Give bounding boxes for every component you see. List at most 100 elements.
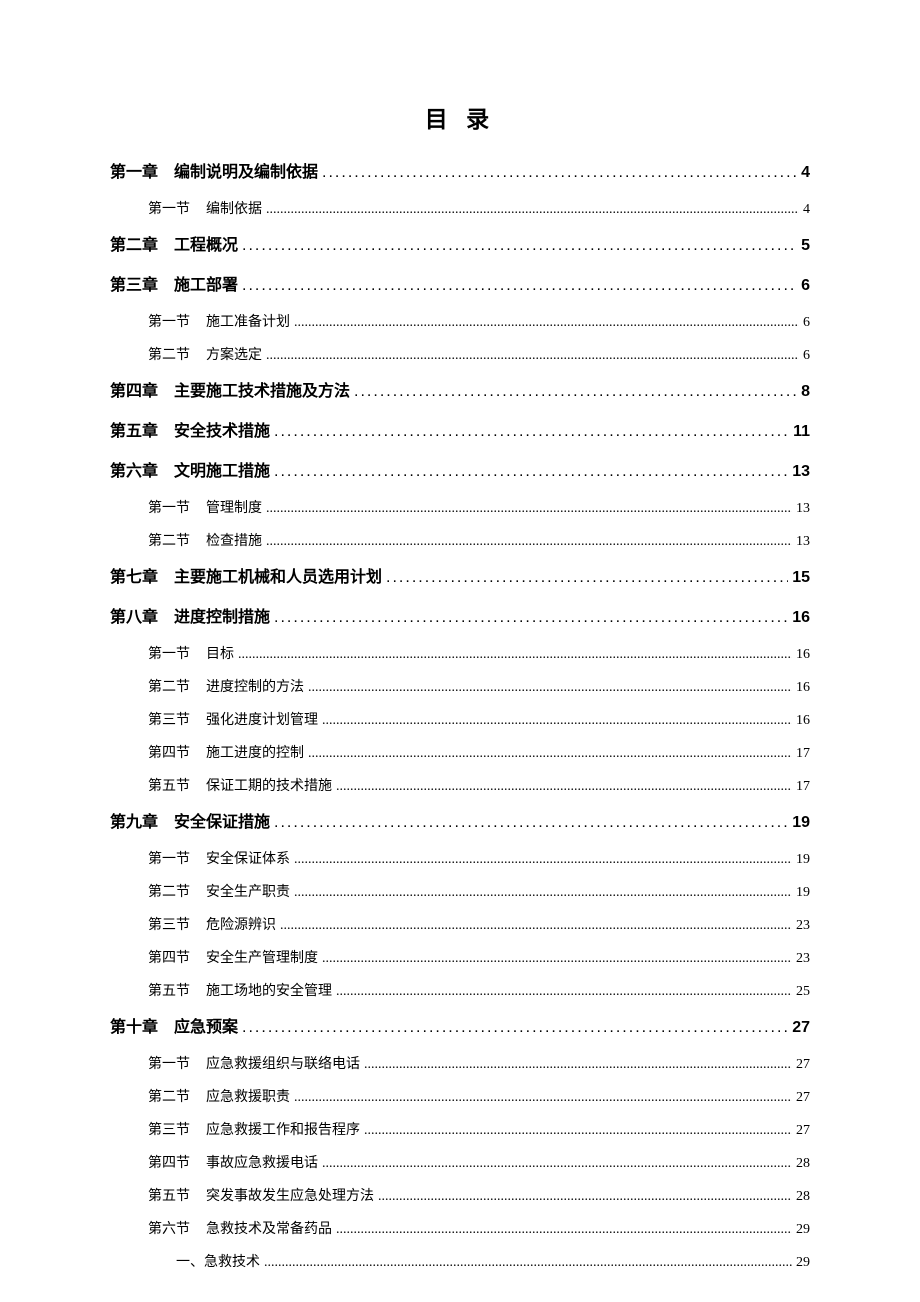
toc-entry: 第一节目标16 xyxy=(110,643,810,663)
toc-leader-dots xyxy=(336,779,792,795)
toc-title: 目 录 xyxy=(110,100,810,134)
toc-entry: 第五节突发事故发生应急处理方法28 xyxy=(110,1185,810,1205)
toc-leader-dots xyxy=(242,277,797,295)
toc-leader-dots xyxy=(294,1090,792,1106)
toc-entry-text: 应急救援组织与联络电话 xyxy=(206,1053,360,1073)
toc-entry-text: 进度控制的方法 xyxy=(206,676,304,696)
toc-entry-page: 29 xyxy=(796,1222,810,1238)
toc-entry-page: 11 xyxy=(793,423,810,441)
toc-entry-page: 28 xyxy=(796,1189,810,1205)
toc-entry-text: 保证工期的技术措施 xyxy=(206,775,332,795)
toc-entry-page: 4 xyxy=(803,202,810,218)
toc-entry-prefix: 第一节 xyxy=(148,311,190,331)
toc-entry-prefix: 第六章 xyxy=(110,457,158,481)
toc-entry-prefix: 第七章 xyxy=(110,563,158,587)
toc-entry-page: 5 xyxy=(801,237,810,255)
toc-entry-text: 安全生产管理制度 xyxy=(206,947,318,967)
toc-entry-prefix: 第一节 xyxy=(148,497,190,517)
toc-entry: 第三节强化进度计划管理16 xyxy=(110,709,810,729)
toc-entry-prefix: 第二节 xyxy=(148,344,190,364)
toc-entry: 第二节方案选定6 xyxy=(110,344,810,364)
toc-entry-page: 8 xyxy=(801,383,810,401)
toc-entry: 第三节危险源辨识23 xyxy=(110,914,810,934)
toc-entry: 第一节安全保证体系19 xyxy=(110,848,810,868)
toc-leader-dots xyxy=(264,1255,792,1271)
toc-entry: 第九章安全保证措施19 xyxy=(110,808,810,832)
toc-leader-dots xyxy=(274,609,788,627)
toc-entry-prefix: 第二节 xyxy=(148,881,190,901)
toc-entry-prefix: 第三节 xyxy=(148,709,190,729)
toc-leader-dots xyxy=(322,1156,792,1172)
toc-entry-text: 应急预案 xyxy=(174,1013,238,1037)
toc-entry-page: 19 xyxy=(796,885,810,901)
toc-entry-text: 主要施工技术措施及方法 xyxy=(174,377,350,401)
toc-entry-text: 方案选定 xyxy=(206,344,262,364)
toc-entry-page: 13 xyxy=(796,534,810,550)
toc-leader-dots xyxy=(294,885,792,901)
toc-entry-page: 29 xyxy=(796,1255,810,1271)
toc-entry-prefix: 第三章 xyxy=(110,271,158,295)
toc-entry-prefix: 第九章 xyxy=(110,808,158,832)
toc-entry-text: 施工场地的安全管理 xyxy=(206,980,332,1000)
toc-entry: 第七章主要施工机械和人员选用计划 15 xyxy=(110,563,810,587)
toc-entry: 第二节应急救援职责27 xyxy=(110,1086,810,1106)
toc-leader-dots xyxy=(266,534,792,550)
toc-entry-text: 检查措施 xyxy=(206,530,262,550)
toc-entry: 第八章进度控制措施16 xyxy=(110,603,810,627)
toc-leader-dots xyxy=(336,1222,792,1238)
toc-leader-dots xyxy=(364,1057,792,1073)
toc-entry-page: 16 xyxy=(796,680,810,696)
toc-leader-dots xyxy=(308,746,792,762)
toc-entry: 第五节保证工期的技术措施17 xyxy=(110,775,810,795)
toc-entry-page: 23 xyxy=(796,918,810,934)
toc-entry-page: 25 xyxy=(796,984,810,1000)
toc-entry-page: 15 xyxy=(792,569,810,587)
toc-entry-page: 17 xyxy=(796,746,810,762)
toc-leader-dots xyxy=(280,918,792,934)
toc-entry-prefix: 第四节 xyxy=(148,1152,190,1172)
toc-leader-dots xyxy=(308,680,792,696)
toc-leader-dots xyxy=(336,984,792,1000)
toc-leader-dots xyxy=(294,852,792,868)
toc-entry: 第二节检查措施 13 xyxy=(110,530,810,550)
toc-entry-text: 安全技术措施 xyxy=(174,417,270,441)
toc-entry-text: 危险源辨识 xyxy=(206,914,276,934)
toc-entry-text: 施工准备计划 xyxy=(206,311,290,331)
toc-entry-prefix: 第二节 xyxy=(148,676,190,696)
toc-entry-prefix: 第一节 xyxy=(148,848,190,868)
toc-entry: 第三节应急救援工作和报告程序27 xyxy=(110,1119,810,1139)
toc-entry-prefix: 第四节 xyxy=(148,742,190,762)
toc-entry-text: 工程概况 xyxy=(174,231,238,255)
toc-entry-prefix: 第二节 xyxy=(148,530,190,550)
toc-leader-dots xyxy=(354,383,797,401)
toc-entry-text: 施工部署 xyxy=(174,271,238,295)
toc-entry-prefix: 一、 xyxy=(176,1251,204,1271)
toc-entry-prefix: 第一节 xyxy=(148,1053,190,1073)
toc-entry-text: 目标 xyxy=(206,643,234,663)
toc-entry: 第四节事故应急救援电话28 xyxy=(110,1152,810,1172)
toc-entry: 第四节施工进度的控制 17 xyxy=(110,742,810,762)
toc-entry: 第一节施工准备计划6 xyxy=(110,311,810,331)
toc-entry: 第四节安全生产管理制度23 xyxy=(110,947,810,967)
toc-entry-prefix: 第六节 xyxy=(148,1218,190,1238)
toc-leader-dots xyxy=(238,647,792,663)
toc-leader-dots xyxy=(274,814,788,832)
toc-entry-text: 急救技术 xyxy=(204,1251,260,1271)
toc-entry-text: 施工进度的控制 xyxy=(206,742,304,762)
toc-entry: 第三章施工部署6 xyxy=(110,271,810,295)
toc-entry-page: 27 xyxy=(796,1057,810,1073)
toc-leader-dots xyxy=(242,237,797,255)
toc-leader-dots xyxy=(322,164,797,182)
toc-entry-text: 突发事故发生应急处理方法 xyxy=(206,1185,374,1205)
toc-entry-text: 主要施工机械和人员选用计划 xyxy=(174,563,382,587)
toc-entry-text: 强化进度计划管理 xyxy=(206,709,318,729)
toc-entry-page: 19 xyxy=(796,852,810,868)
toc-entry: 第二章工程概况 5 xyxy=(110,231,810,255)
toc-entry-text: 进度控制措施 xyxy=(174,603,270,627)
toc-entry-text: 编制依据 xyxy=(206,198,262,218)
toc-entry: 第二节安全生产职责 19 xyxy=(110,881,810,901)
toc-entry-page: 28 xyxy=(796,1156,810,1172)
toc-entry-prefix: 第二章 xyxy=(110,231,158,255)
toc-entry-text: 应急救援职责 xyxy=(206,1086,290,1106)
toc-entry-text: 安全生产职责 xyxy=(206,881,290,901)
